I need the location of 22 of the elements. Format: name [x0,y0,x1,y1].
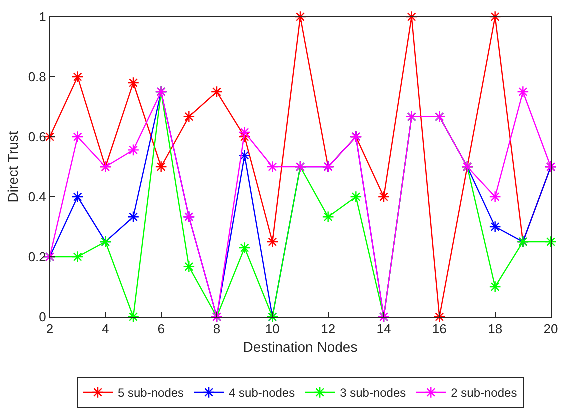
x-tick-label: 14 [376,322,392,337]
x-axis-title: Destination Nodes [243,338,358,355]
legend-label: 5 sub-nodes [118,386,184,400]
legend-label: 2 sub-nodes [451,386,518,400]
legend-label: 4 sub-nodes [229,386,296,400]
y-tick-label: 0.4 [28,190,46,205]
y-tick-label: 0.6 [28,130,46,145]
x-tick-label: 20 [544,322,558,337]
x-tick-label: 18 [488,322,503,337]
x-tick-label: 4 [102,322,110,337]
x-tick-label: 2 [46,322,54,337]
x-tick-label: 16 [432,322,447,337]
legend-label: 3 sub-nodes [340,386,406,400]
x-tick-label: 8 [213,322,221,337]
x-tick-label: 6 [158,322,165,337]
y-tick-label: 0.2 [28,250,46,265]
x-tick-label: 12 [321,322,336,337]
y-tick-label: 1 [39,10,46,25]
y-axis-title: Direct Trust [4,131,21,203]
x-tick-label: 10 [265,322,280,337]
y-tick-label: 0.8 [28,70,46,85]
y-tick-label: 0 [39,310,46,325]
